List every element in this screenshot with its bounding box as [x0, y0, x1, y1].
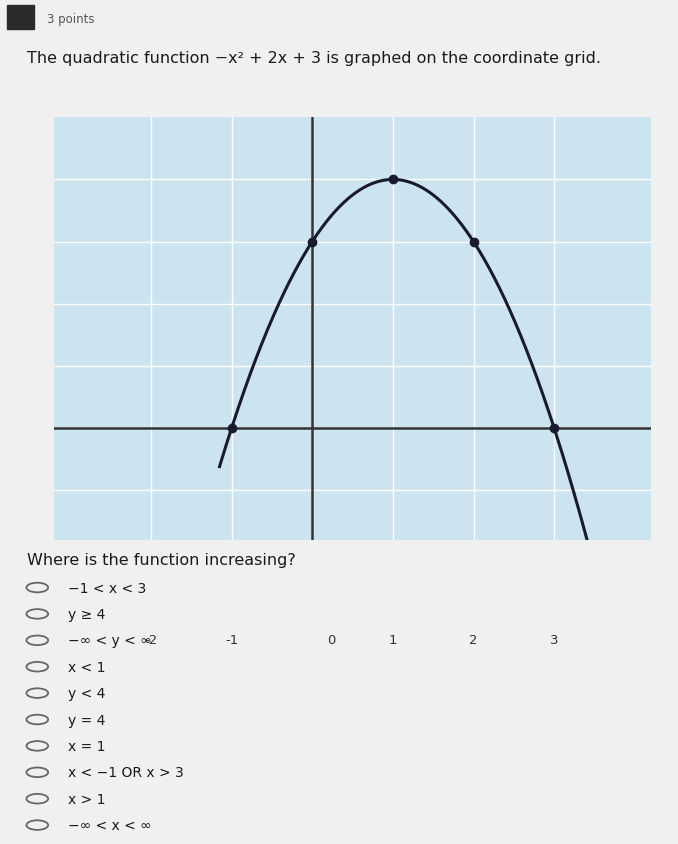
Text: Where is the function increasing?: Where is the function increasing?	[27, 552, 296, 567]
Text: y < 4: y < 4	[68, 686, 105, 701]
Text: x > 1: x > 1	[68, 792, 105, 806]
Text: −∞ < x < ∞: −∞ < x < ∞	[68, 818, 151, 832]
Text: 3: 3	[550, 633, 559, 646]
Text: -2: -2	[144, 633, 157, 646]
Text: 0: 0	[327, 633, 335, 646]
Text: −1 < x < 3: −1 < x < 3	[68, 581, 146, 595]
Bar	[7, 7, 34, 30]
Text: 1: 1	[388, 633, 397, 646]
Text: -1: -1	[225, 633, 238, 646]
Text: 2: 2	[469, 633, 478, 646]
Text: x < 1: x < 1	[68, 660, 105, 674]
Text: y ≥ 4: y ≥ 4	[68, 607, 105, 621]
Text: −∞ < y < ∞: −∞ < y < ∞	[68, 634, 151, 647]
Text: The quadratic function −x² + 2x + 3 is graphed on the coordinate grid.: The quadratic function −x² + 2x + 3 is g…	[27, 51, 601, 66]
Text: x < −1 OR x > 3: x < −1 OR x > 3	[68, 766, 184, 779]
Text: y = 4: y = 4	[68, 712, 105, 727]
Text: x = 1: x = 1	[68, 739, 105, 753]
Text: 3 points: 3 points	[47, 13, 95, 25]
